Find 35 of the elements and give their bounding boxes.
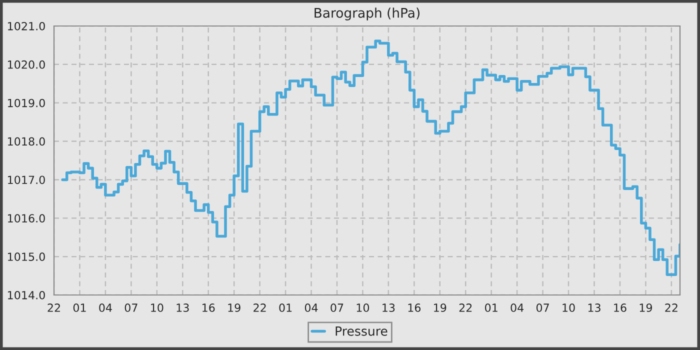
x-tick-label: 04 — [304, 304, 318, 312]
x-tick-label: 19 — [640, 304, 652, 312]
y-tick-label: 1019.0 — [8, 98, 45, 108]
y-tick-label: 1016.0 — [8, 214, 45, 223]
legend-label: Pressure — [336, 326, 388, 336]
y-tick-label: 1017.0 — [8, 176, 45, 184]
x-tick-label: 16 — [202, 304, 215, 312]
x-tick-label: 22 — [665, 304, 678, 312]
x-tick-label: 04 — [99, 304, 112, 312]
x-tick-label: 22 — [254, 304, 266, 312]
x-tick-label: 16 — [614, 304, 626, 312]
x-tick-label: 10 — [151, 304, 164, 312]
x-tick-label: 13 — [588, 304, 600, 312]
chart-title: Barograph (hPa) — [314, 8, 420, 20]
y-tick-label: 1015.0 — [8, 252, 45, 261]
x-tick-label: 07 — [330, 304, 344, 312]
x-tick-label: 16 — [408, 304, 421, 312]
x-tick-label: 01 — [279, 304, 292, 312]
x-tick-label: 04 — [510, 304, 524, 312]
x-tick-label: 01 — [73, 304, 86, 312]
x-tick-label: 10 — [356, 304, 370, 312]
x-tick-label: 22 — [48, 304, 60, 312]
x-tick-label: 19 — [434, 304, 446, 312]
x-tick-label: 01 — [485, 304, 498, 312]
x-tick-label: 13 — [382, 304, 395, 312]
y-tick-label: 1021.0 — [8, 22, 45, 30]
x-tick-label: 07 — [536, 304, 549, 312]
x-tick-label: 10 — [562, 304, 575, 312]
y-tick-label: 1020.0 — [8, 60, 45, 69]
y-tick-label: 1014.0 — [8, 290, 45, 300]
x-tick-label: 19 — [228, 304, 240, 312]
y-tick-label: 1018.0 — [8, 137, 45, 146]
x-tick-label: 07 — [124, 304, 138, 312]
x-tick-label: 13 — [176, 304, 189, 312]
x-tick-label: 22 — [459, 304, 472, 312]
